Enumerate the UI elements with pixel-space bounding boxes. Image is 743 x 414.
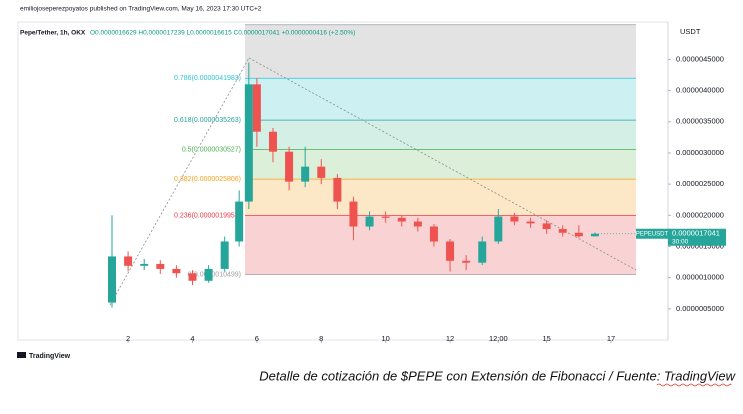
currency: USDT [680, 27, 701, 36]
candle-body [124, 256, 133, 266]
candle-body [494, 216, 503, 242]
candle-body [252, 84, 261, 132]
candle-body [317, 166, 326, 178]
candle-body [156, 263, 165, 269]
fib-band [245, 24, 636, 79]
symbol-tag [636, 228, 668, 239]
candle-body [510, 216, 519, 222]
symbol-tag-text: PEPEUSDT [636, 231, 669, 237]
candle-body [108, 256, 117, 303]
candle-body [381, 216, 390, 218]
price-tag [668, 228, 726, 246]
y-tick-label: 0.0000005000 [676, 304, 724, 313]
y-tick-label: 0.0000015000 [676, 241, 724, 250]
fib-label: 0(0.0000010499) [188, 271, 241, 278]
candle-body [397, 217, 406, 222]
candle-body [204, 268, 213, 281]
y-tick-label: 0.0000020000 [676, 210, 724, 219]
symbol: Pepe/Tether, 1h, OKX [20, 30, 86, 37]
candle-body [429, 226, 438, 242]
caption: Detalle de cotización de $PEPE con Exten… [259, 368, 736, 383]
fib-label: 0.786(0.0000041983) [174, 75, 241, 82]
fib-band [245, 215, 636, 275]
candle-body [574, 232, 583, 237]
x-tick-label: 12:00 [489, 334, 508, 343]
fib-label: 0.5(0.0000030527) [182, 146, 241, 153]
candle-body [220, 241, 229, 269]
candle-body [333, 177, 342, 202]
x-tick-label: 15 [542, 334, 550, 343]
x-tick-label: 12 [446, 334, 454, 343]
y-tick-label: 0.0000035000 [676, 117, 724, 126]
ohlc: O0.0000016629 H0.0000017239 L0.000001661… [90, 30, 355, 37]
x-tick-label: 17 [607, 334, 615, 343]
publisher: emiliojoseperezpoyatos published on Trad… [20, 6, 262, 13]
fib-band [245, 179, 636, 216]
candle-body [462, 260, 471, 263]
candle-body [365, 216, 374, 227]
candle-body [349, 201, 358, 227]
trend-line [109, 57, 250, 306]
fib-band [245, 149, 636, 180]
candle-body [526, 221, 535, 224]
spell-underline [656, 383, 732, 387]
countdown: 30:00 [672, 238, 689, 245]
candle-body [285, 151, 294, 182]
y-tick-label: 0.0000040000 [676, 86, 724, 95]
fib-label: 0.618(0.0000035263) [174, 117, 241, 124]
fib-band [245, 78, 636, 121]
candle-body [590, 233, 599, 237]
x-tick-label: 6 [255, 334, 259, 343]
candle-body [244, 84, 253, 202]
candle-body [446, 241, 455, 261]
candle-body [172, 268, 181, 274]
y-tick-label: 0.0000045000 [676, 54, 724, 63]
logo-text: TradingView [29, 353, 71, 360]
candle-body [301, 166, 310, 182]
candle-body [413, 221, 422, 227]
x-tick-label: 8 [319, 334, 323, 343]
y-tick-label: 0.0000010000 [676, 273, 724, 282]
fib-band [245, 120, 636, 150]
candle-body [235, 201, 244, 242]
candle-body [478, 241, 487, 263]
logo: TradingView [17, 352, 71, 360]
fib-label: 0.382(0.0000025806) [174, 176, 241, 183]
candle-body [188, 273, 197, 281]
candle-body [268, 131, 277, 152]
x-tick-label: 10 [381, 334, 389, 343]
fib-label: 0.236(0.0000019952) [174, 212, 241, 219]
y-tick-label: 0.0000025000 [676, 179, 724, 188]
x-tick-label: 4 [190, 334, 194, 343]
trend-line [248, 57, 637, 271]
candle-body [140, 263, 149, 266]
candle-body [542, 223, 551, 230]
y-tick-label: 0.0000030000 [676, 148, 724, 157]
candle-body [558, 229, 567, 233]
x-tick-label: 2 [126, 334, 130, 343]
price-tag-text: 0.0000017041 [672, 229, 720, 238]
